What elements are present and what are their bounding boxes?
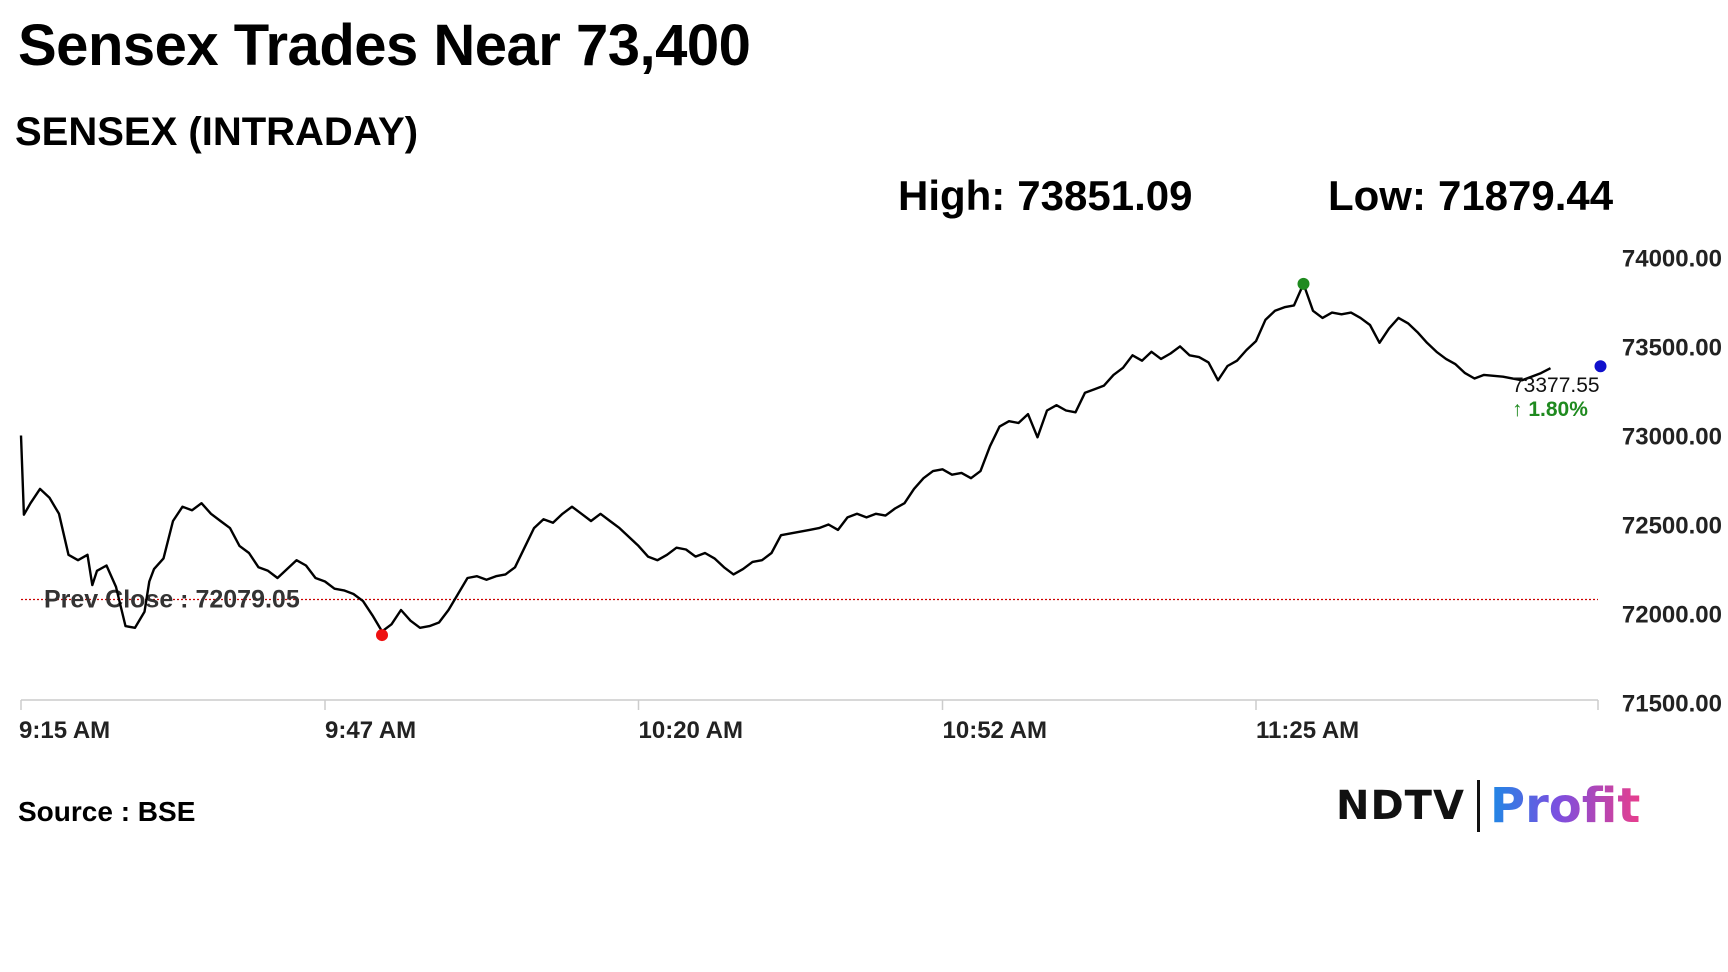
low-value: 71879.44 [1437, 172, 1614, 219]
logo-divider [1476, 780, 1480, 832]
x-tick-label: 10:52 AM [943, 717, 1047, 744]
high-point-marker [1297, 277, 1310, 290]
source-note: Source : BSE [18, 796, 196, 827]
ndtv-profit-logo: NDTV Profit [1336, 778, 1640, 834]
series-layer [19, 282, 1552, 633]
y-axis: 74000.00 73500.00 73000.00 72500.00 72000.00… [1622, 245, 1722, 717]
y-tick-label: 72500.00 [1622, 513, 1722, 540]
y-tick-label: 73500.00 [1622, 334, 1722, 361]
high-value: 73851.09 [1017, 172, 1193, 219]
y-tick-label: 72000.00 [1622, 602, 1722, 629]
logo-profit-text: Profit [1489, 778, 1641, 834]
x-tick-label: 9:15 AM [19, 717, 110, 744]
series-line [19, 282, 1552, 633]
x-tick-label: 11:25 AM [1256, 717, 1359, 744]
logo-ndtv-text: NDTV [1336, 783, 1465, 829]
y-tick-label: 73000.00 [1622, 423, 1722, 450]
prev-close-label: Prev Close : 72079.05 [44, 586, 300, 614]
markers-layer: 73377.55↑ 1.80% [376, 277, 1607, 642]
last-value-label: 73377.55 [1512, 374, 1600, 397]
low-stat: Low: 71879.44 [1328, 172, 1613, 220]
high-label: High: [898, 172, 1006, 219]
x-tick-label: 10:20 AM [639, 717, 743, 744]
low-point-marker [376, 629, 388, 642]
x-tick-label: 9:47 AM [325, 717, 416, 744]
page-headline: Sensex Trades Near 73,400 [18, 13, 751, 78]
last-change-label: ↑ 1.80% [1512, 398, 1588, 421]
last-point-marker [1594, 360, 1607, 373]
intraday-line-chart: 74000.00 73500.00 73000.00 72500.00 72000.00… [19, 245, 1722, 744]
high-stat: High: 73851.09 [898, 172, 1192, 220]
low-label: Low: [1328, 172, 1426, 219]
y-tick-label: 74000.00 [1622, 245, 1722, 272]
y-tick-label: 71500.00 [1622, 691, 1722, 718]
prev-close-group: Prev Close : 72079.05 [21, 586, 1598, 614]
chart-subtitle: SENSEX (INTRADAY) [15, 110, 419, 154]
x-axis: 9:15 AM 9:47 AM 10:20 AM 10:52 AM 11:25 AM [19, 699, 1599, 744]
